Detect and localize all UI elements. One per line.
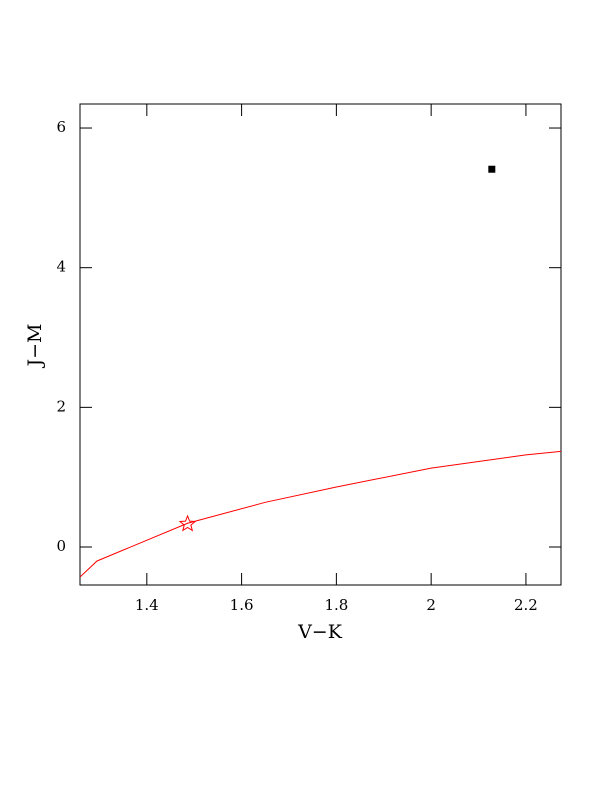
y-tick-label: 6 — [56, 118, 66, 136]
square-marker — [488, 165, 496, 173]
y-axis-label: J−M — [24, 324, 46, 369]
x-tick-label: 1.6 — [230, 596, 254, 614]
curve — [80, 450, 561, 578]
plot-frame — [79, 103, 562, 586]
y-tick-label: 0 — [56, 537, 66, 555]
x-axis-label: V−K — [297, 621, 343, 643]
x-tick-label: 1.4 — [135, 596, 159, 614]
x-tick-label: 2.2 — [514, 596, 538, 614]
y-tick-label: 2 — [56, 397, 66, 415]
x-tick-label: 1.8 — [324, 596, 348, 614]
y-tick-label: 4 — [56, 258, 66, 276]
x-tick-label: 2 — [426, 596, 436, 614]
star-marker — [178, 514, 197, 532]
plot-area — [80, 165, 561, 578]
